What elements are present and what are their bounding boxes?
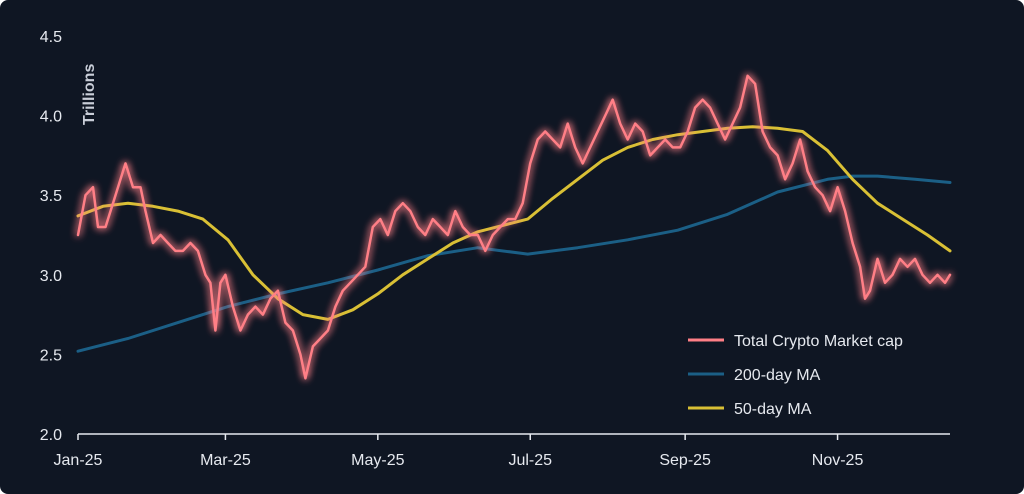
series-line-50-day-ma (76, 125, 952, 321)
x-tick-label-4: Sep-25 (659, 452, 711, 469)
y-tick-label-4: 4.0 (40, 109, 62, 126)
x-tick-label-1: Mar-25 (200, 452, 251, 469)
legend: Total Crypto Market cap 200-day MA 50-day … (688, 333, 903, 418)
y-axis-ticks: 2.0 2.5 3.0 3.5 4.0 4.5 (40, 29, 62, 444)
series-layer (76, 74, 952, 380)
x-tick-label-3: Jul-25 (508, 452, 552, 469)
y-tick-label-3: 3.5 (40, 188, 62, 205)
series-line-total-crypto-market-cap (76, 74, 952, 380)
x-tick-label-0: Jan-25 (54, 452, 103, 469)
series-line-200-day-ma (76, 174, 952, 353)
legend-label-2: 50-day MA (734, 401, 812, 418)
y-tick-label-0: 2.0 (40, 427, 62, 444)
y-axis-title: Trillions (81, 64, 98, 125)
y-tick-label-5: 4.5 (40, 29, 62, 46)
x-axis-ticks: Jan-25 Mar-25 May-25 Jul-25 Sep-25 Nov-25 (54, 434, 864, 469)
x-tick-label-2: May-25 (351, 452, 404, 469)
x-tick-label-5: Nov-25 (812, 452, 864, 469)
legend-label-1: 200-day MA (734, 367, 821, 384)
legend-label-0: Total Crypto Market cap (734, 333, 903, 350)
y-tick-label-2: 3.0 (40, 268, 62, 285)
y-tick-label-1: 2.5 (40, 347, 62, 364)
